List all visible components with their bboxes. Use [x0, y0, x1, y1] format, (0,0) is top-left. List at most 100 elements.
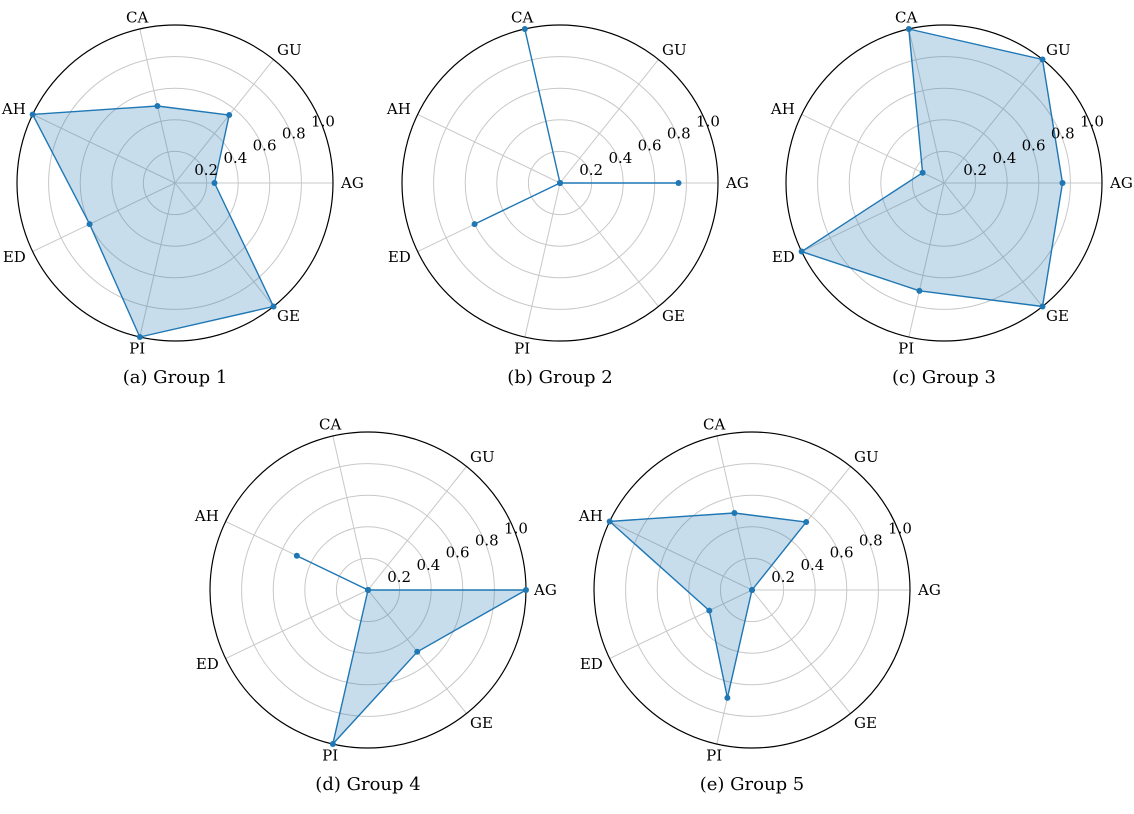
radial-tick-label: 1.0: [1080, 113, 1104, 131]
outer-circle: [401, 24, 719, 342]
data-point-ed: [798, 248, 805, 255]
data-point-ca: [154, 102, 161, 109]
axis-label-ah: AH: [578, 507, 603, 525]
axis-label-ed: ED: [388, 248, 411, 266]
axis-label-ed: ED: [196, 655, 219, 673]
axis-label-pi: PI: [898, 340, 914, 358]
data-point-ed: [471, 221, 478, 228]
spoke-line: [174, 182, 274, 307]
chart-caption: (c) Group 3: [892, 367, 996, 388]
radial-tick-label: 0.6: [253, 137, 277, 155]
spoke-line: [943, 59, 1043, 184]
radial-tick-label: 0.6: [638, 137, 662, 155]
axis-label-ed: ED: [580, 655, 603, 673]
axis-label-ca: CA: [703, 415, 725, 433]
radial-tick-label: 0.8: [859, 532, 883, 550]
axis-label-ge: GE: [1046, 307, 1069, 325]
radial-tick-label: 0.4: [992, 149, 1016, 167]
axis-label-ah: AH: [770, 100, 795, 118]
series-polygon: [800, 28, 1064, 308]
axis-label-ge: GE: [662, 307, 685, 325]
axis-label-ah: AH: [1, 100, 26, 118]
data-point-ca: [731, 509, 738, 516]
radial-tick-label: 0.2: [771, 568, 795, 586]
spoke-line: [367, 466, 467, 591]
spoke-line: [225, 589, 369, 660]
radial-tick-label: 0.6: [1022, 137, 1046, 155]
axis-label-gu: GU: [1046, 41, 1071, 59]
radial-tick-label: 0.6: [830, 544, 854, 562]
axis-label-pi: PI: [322, 747, 338, 765]
outer-circle: [785, 24, 1103, 342]
axis-label-ca: CA: [895, 8, 917, 26]
data-point-pi: [724, 694, 731, 701]
data-point-ah: [919, 169, 926, 176]
spoke-line: [417, 113, 561, 184]
data-point-ah: [29, 111, 36, 118]
data-point-ge: [270, 303, 277, 310]
radial-tick-label: 1.0: [504, 520, 528, 538]
spoke-line: [174, 59, 274, 184]
data-point-ca: [905, 25, 912, 32]
axis-label-ge: GE: [470, 714, 493, 732]
radial-tick-label: 0.2: [579, 161, 603, 179]
axis-label-ag: AG: [340, 174, 364, 192]
data-point-ed: [86, 221, 93, 228]
radial-tick-label: 1.0: [311, 113, 335, 131]
radial-tick-label: 0.6: [446, 544, 470, 562]
spoke-line: [559, 59, 659, 184]
radar-chart-5: 0.2 0.4 0.6 0.8 1.0 AG GU CA AH ED PI GE (e) Group 5: [578, 415, 941, 795]
data-point-pi: [329, 741, 336, 748]
axis-label-ag: AG: [917, 581, 941, 599]
spoke-line: [609, 520, 753, 591]
radial-tick-label: 0.2: [963, 161, 987, 179]
axis-label-ag: AG: [1109, 174, 1133, 192]
axis-label-ca: CA: [511, 8, 533, 26]
data-point-ag: [675, 180, 682, 186]
series-polygon: [31, 105, 275, 338]
axis-label-gu: GU: [470, 448, 495, 466]
chart-caption: (d) Group 4: [315, 774, 420, 795]
radial-tick-label: 0.2: [387, 568, 411, 586]
radial-tick-label: 1.0: [888, 520, 912, 538]
axis-label-gu: GU: [662, 41, 687, 59]
data-point-ge: [1039, 303, 1046, 310]
data-point-ed: [706, 607, 713, 614]
axis-label-ed: ED: [3, 248, 26, 266]
radial-tick-label: 0.4: [608, 149, 632, 167]
spoke-line: [609, 589, 753, 660]
radial-tick-label: 0.8: [1051, 125, 1075, 143]
chart-caption: (a) Group 1: [123, 367, 228, 388]
data-point-ca: [521, 25, 528, 32]
data-point-ag: [523, 587, 529, 593]
axis-label-gu: GU: [277, 41, 302, 59]
chart-caption: (b) Group 2: [507, 367, 612, 388]
radial-tick-label: 0.8: [475, 532, 499, 550]
chart-caption: (e) Group 5: [700, 774, 805, 795]
data-point-ge: [557, 180, 563, 186]
axis-label-ca: CA: [319, 415, 341, 433]
axis-label-ag: AG: [725, 174, 749, 192]
axis-label-ge: GE: [277, 307, 300, 325]
axis-label-pi: PI: [514, 340, 530, 358]
data-point-ed: [365, 587, 371, 593]
axis-label-pi: PI: [706, 747, 722, 765]
axis-label-ah: AH: [386, 100, 411, 118]
data-point-pi: [136, 334, 143, 341]
radial-tick-label: 0.4: [416, 556, 440, 574]
data-point-ag: [211, 180, 218, 186]
radar-chart-3: 0.2 0.4 0.6 0.8 1.0 AG GU CA AH ED PI GE (c) Group 3: [770, 8, 1133, 388]
data-point-pi: [916, 287, 923, 294]
spoke-line: [908, 28, 945, 184]
spoke-line: [751, 589, 851, 714]
spoke-line: [908, 182, 945, 338]
data-point-ge: [749, 587, 755, 593]
axis-label-ge: GE: [854, 714, 877, 732]
spoke-line: [801, 182, 945, 253]
data-point-gu: [1039, 56, 1046, 63]
spoke-line: [32, 182, 176, 253]
radial-tick-label: 0.4: [800, 556, 824, 574]
series-polygon: [473, 28, 680, 225]
radar-chart-1: 0.2 0.4 0.6 0.8 1.0 AG GU CA AH ED PI GE (a) Group 1: [1, 8, 364, 388]
spoke-line: [332, 435, 369, 591]
